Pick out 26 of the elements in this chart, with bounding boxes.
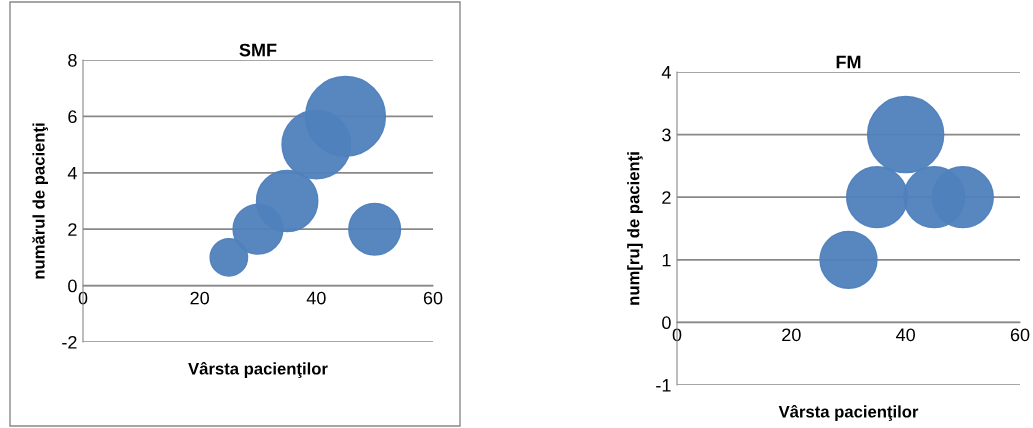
x-tick-label: 40 — [896, 328, 915, 342]
y-tick-label: -2 — [62, 335, 77, 349]
x-tick-label: 0 — [672, 328, 682, 342]
x-tick-label: 60 — [1010, 328, 1030, 342]
y-tick-label: 1 — [662, 253, 671, 267]
y-axis-title: numărul de pacienţi — [32, 123, 48, 279]
y-tick-label: 4 — [67, 166, 77, 180]
x-tick-label: 20 — [190, 291, 209, 305]
y-tick-label: 2 — [662, 191, 671, 204]
x-axis-title: Vârsta pacienţilor — [188, 362, 328, 378]
y-tick-label: -1 — [656, 379, 671, 392]
y-tick-label: 0 — [68, 279, 77, 293]
y-tick-label: 0 — [662, 316, 671, 330]
y-tick-label: 8 — [68, 53, 77, 67]
y-tick-label: 4 — [661, 66, 671, 79]
y-tick-label: 6 — [68, 110, 77, 124]
x-tick-label: 0 — [78, 291, 88, 305]
chart-title: SMF — [239, 43, 277, 57]
y-tick-label: 3 — [662, 128, 671, 142]
x-tick-label: 40 — [306, 291, 326, 305]
chart-title: FM — [836, 55, 861, 69]
y-axis-title: num[ru] de pacienţi — [627, 152, 643, 305]
x-tick-label: 60 — [423, 291, 443, 305]
x-axis-title: Vârsta pacienţilor — [778, 405, 919, 421]
y-tick-label: 2 — [68, 223, 77, 236]
x-tick-label: 20 — [782, 328, 801, 342]
